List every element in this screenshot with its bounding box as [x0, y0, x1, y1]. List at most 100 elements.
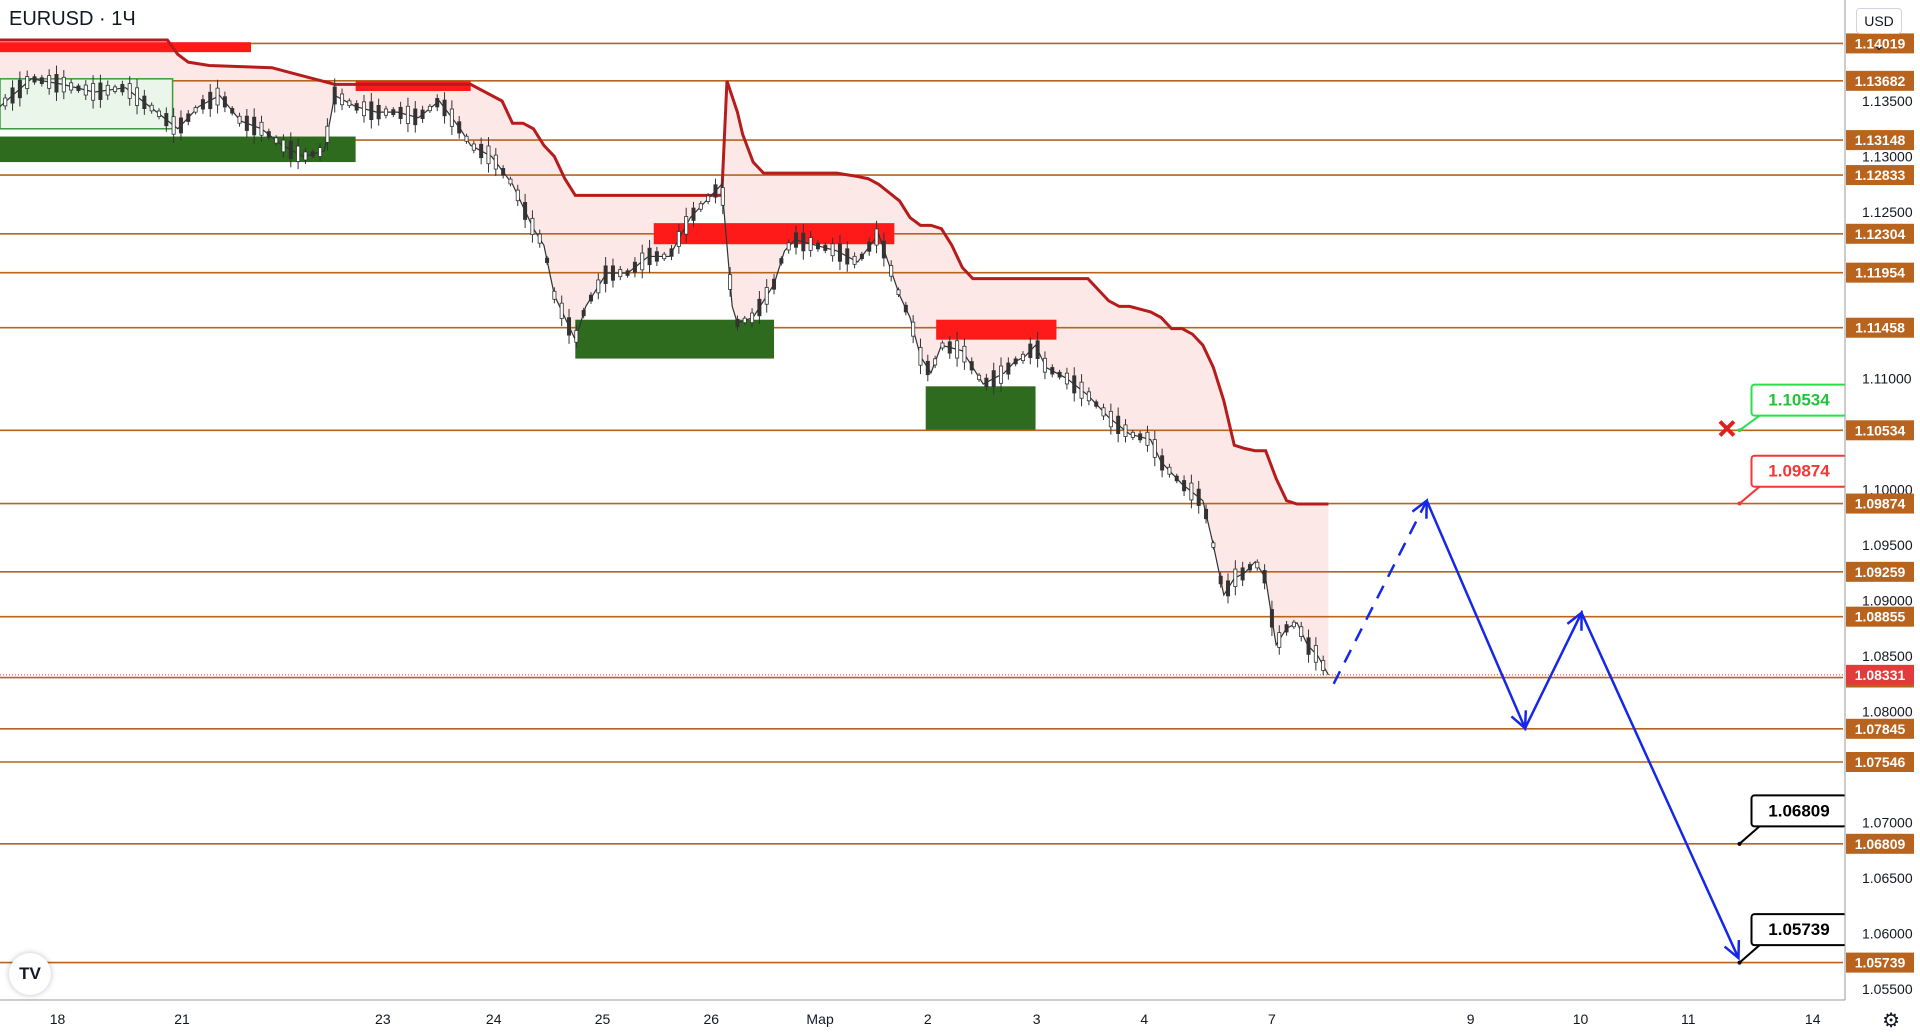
candle-body — [742, 317, 747, 324]
level-label: 1.11954 — [1855, 265, 1905, 281]
x-tick-label: 26 — [703, 1011, 719, 1027]
callout-label: 1.05739 — [1768, 920, 1829, 939]
candle-body — [457, 121, 462, 134]
level-label-bg — [1846, 952, 1914, 973]
candle-body — [750, 312, 755, 324]
candle-body — [706, 195, 711, 202]
level-label-bg — [1846, 165, 1914, 186]
candle-body — [830, 243, 835, 257]
candle-body — [369, 101, 374, 121]
candle-body — [501, 168, 506, 176]
currency-button[interactable]: USD ⌄ — [1856, 8, 1902, 53]
candle-body — [178, 117, 183, 134]
trailing-stop-line — [0, 38, 1329, 506]
candle-body — [684, 216, 689, 235]
candle-body — [691, 207, 696, 221]
level-label: 1.07845 — [1855, 721, 1906, 737]
candle-body — [398, 106, 403, 119]
candle-body — [764, 287, 769, 305]
candle-body — [222, 96, 227, 108]
candle-body — [728, 274, 733, 290]
candle-body — [955, 340, 960, 359]
candle-body — [17, 79, 22, 99]
forecast-solid — [1425, 500, 1740, 959]
candle-body — [486, 145, 491, 165]
candle-body — [186, 113, 191, 122]
y-tick-label: 1.11000 — [1862, 371, 1912, 387]
candle-body — [896, 289, 901, 296]
candle-body — [545, 257, 550, 263]
x-tick-label: 10 — [1573, 1011, 1589, 1027]
candle-body — [1028, 343, 1033, 358]
candle-body — [127, 83, 132, 99]
candle-body — [779, 258, 784, 264]
candle-body — [567, 317, 572, 336]
candle-body — [801, 232, 806, 252]
tradingview-logo[interactable]: TV — [9, 953, 51, 995]
level-label-bg — [1846, 223, 1914, 244]
gear-icon[interactable]: ⚙ — [1882, 1010, 1900, 1032]
callout-anchor — [1737, 841, 1742, 846]
candle-body — [1042, 357, 1047, 373]
candle-body — [925, 360, 930, 376]
candle-body — [1079, 381, 1084, 399]
callout-label: 1.06809 — [1768, 801, 1829, 820]
candle-body — [837, 243, 842, 262]
level-label: 1.13148 — [1855, 132, 1906, 148]
currency-label: USD — [1864, 13, 1894, 29]
candle-body — [618, 269, 623, 278]
candle-body — [698, 203, 703, 210]
candle-body — [1072, 375, 1077, 394]
candle-body — [47, 75, 52, 89]
y-tick-label: 1.08000 — [1862, 704, 1913, 720]
level-label-bg — [1846, 262, 1914, 283]
current-price-label-bg — [1846, 664, 1914, 685]
candle-body — [3, 97, 8, 107]
candle-body — [720, 187, 725, 206]
candle-body — [281, 139, 286, 153]
level-label-bg — [1846, 718, 1914, 739]
candle-body — [347, 100, 352, 107]
candle-body — [654, 251, 659, 262]
candle-body — [1020, 353, 1025, 362]
candle-body — [479, 143, 484, 159]
callout-pointer — [1738, 825, 1761, 845]
candle-body — [940, 342, 945, 349]
candle-body — [1306, 637, 1311, 655]
level-label: 1.08855 — [1855, 609, 1906, 625]
forecast-dashed — [1332, 500, 1428, 685]
candle-body — [1211, 542, 1216, 548]
candle-body — [515, 189, 520, 202]
y-tick-label: 1.06500 — [1862, 870, 1913, 886]
callout-pointer — [1738, 944, 1761, 964]
candle-body — [647, 247, 652, 266]
candle-body — [1160, 455, 1165, 471]
candle-body — [442, 99, 447, 117]
candle-body — [1013, 358, 1018, 365]
callout-pointer — [1738, 485, 1761, 505]
level-label-bg — [1846, 751, 1914, 772]
x-tick-label: 11 — [1681, 1011, 1696, 1027]
level-label: 1.06809 — [1855, 836, 1906, 852]
candle-body — [61, 76, 66, 93]
candle-body — [903, 304, 908, 313]
candle-body — [1116, 415, 1121, 435]
candle-body — [208, 91, 213, 110]
symbol-title[interactable]: EURUSD · 1Ч — [9, 8, 136, 30]
candle-body — [193, 107, 198, 113]
candle-body — [1174, 475, 1179, 482]
candle-body — [354, 103, 359, 111]
candle-body — [493, 154, 498, 170]
candle-body — [32, 76, 37, 83]
level-label-bg — [1846, 70, 1914, 91]
candle-body — [413, 108, 418, 126]
x-tick-label: 4 — [1140, 1011, 1148, 1027]
candle-body — [676, 231, 681, 247]
candle-body — [852, 255, 857, 265]
level-label: 1.07546 — [1855, 754, 1906, 770]
candle-body — [149, 104, 154, 112]
candle-body — [640, 252, 645, 271]
candle-body — [1233, 568, 1238, 588]
